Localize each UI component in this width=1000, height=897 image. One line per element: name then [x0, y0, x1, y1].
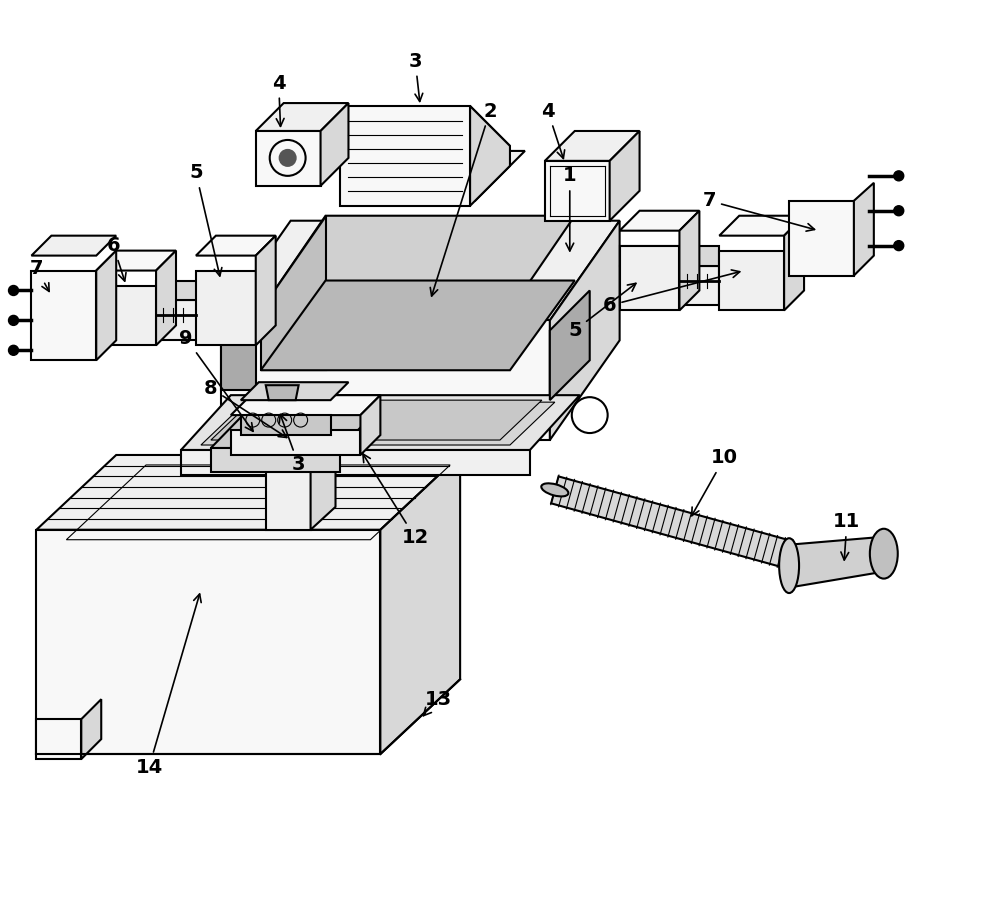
Polygon shape — [789, 536, 884, 588]
Text: 7: 7 — [703, 191, 815, 231]
Text: 6: 6 — [106, 236, 126, 281]
Polygon shape — [211, 412, 375, 448]
Text: 7: 7 — [30, 259, 49, 292]
Polygon shape — [211, 400, 542, 440]
Polygon shape — [156, 250, 176, 345]
Text: 2: 2 — [430, 101, 497, 296]
Text: 5: 5 — [189, 163, 222, 276]
Circle shape — [9, 285, 18, 295]
Polygon shape — [550, 221, 620, 440]
Polygon shape — [221, 340, 256, 390]
Polygon shape — [211, 448, 340, 472]
Polygon shape — [854, 183, 874, 275]
Polygon shape — [551, 476, 793, 568]
Circle shape — [894, 170, 904, 181]
Polygon shape — [620, 246, 719, 266]
Polygon shape — [266, 412, 336, 435]
Circle shape — [9, 345, 18, 355]
Polygon shape — [156, 281, 256, 300]
Polygon shape — [261, 281, 575, 370]
Polygon shape — [196, 236, 276, 256]
Text: 4: 4 — [272, 74, 285, 126]
Polygon shape — [96, 250, 176, 271]
Polygon shape — [36, 719, 81, 759]
Polygon shape — [340, 106, 510, 146]
Ellipse shape — [779, 538, 799, 593]
Polygon shape — [340, 106, 470, 205]
Polygon shape — [241, 382, 348, 400]
Polygon shape — [719, 250, 784, 310]
Polygon shape — [241, 415, 331, 435]
Circle shape — [894, 205, 904, 215]
Polygon shape — [261, 215, 326, 370]
Circle shape — [9, 316, 18, 326]
Polygon shape — [545, 161, 610, 221]
Text: 10: 10 — [692, 448, 738, 516]
Text: 9: 9 — [179, 329, 253, 431]
Polygon shape — [31, 236, 116, 256]
Polygon shape — [360, 396, 380, 455]
Polygon shape — [719, 215, 804, 236]
Polygon shape — [181, 396, 580, 450]
Text: 3: 3 — [409, 52, 423, 101]
Polygon shape — [36, 455, 460, 530]
Circle shape — [894, 240, 904, 250]
Polygon shape — [201, 402, 555, 445]
Text: 5: 5 — [568, 283, 636, 340]
Polygon shape — [470, 106, 510, 205]
Polygon shape — [231, 430, 360, 455]
Polygon shape — [81, 700, 101, 759]
Polygon shape — [96, 285, 156, 345]
Text: 1: 1 — [563, 166, 577, 251]
Polygon shape — [345, 151, 525, 201]
Polygon shape — [610, 131, 640, 221]
Polygon shape — [231, 396, 380, 415]
Polygon shape — [261, 215, 575, 310]
Ellipse shape — [870, 528, 898, 579]
Polygon shape — [221, 320, 550, 440]
Polygon shape — [256, 103, 348, 131]
Polygon shape — [620, 211, 699, 231]
Polygon shape — [221, 221, 620, 320]
Polygon shape — [266, 455, 311, 530]
Ellipse shape — [541, 483, 568, 496]
Polygon shape — [321, 103, 348, 186]
Polygon shape — [620, 246, 679, 310]
Polygon shape — [196, 271, 256, 345]
Circle shape — [280, 150, 296, 166]
Text: 12: 12 — [363, 454, 429, 547]
Polygon shape — [679, 211, 699, 310]
Text: 8: 8 — [204, 379, 287, 438]
Polygon shape — [181, 450, 530, 475]
Polygon shape — [545, 131, 640, 161]
Polygon shape — [620, 266, 719, 306]
Polygon shape — [256, 236, 276, 345]
Polygon shape — [380, 455, 460, 754]
Text: 4: 4 — [541, 101, 565, 159]
Polygon shape — [256, 131, 321, 186]
Polygon shape — [789, 201, 854, 275]
Polygon shape — [36, 530, 380, 754]
Polygon shape — [311, 432, 336, 530]
Polygon shape — [96, 250, 116, 361]
Text: 14: 14 — [135, 594, 201, 777]
Text: 13: 13 — [423, 690, 452, 716]
Text: 6: 6 — [603, 270, 740, 315]
Polygon shape — [31, 271, 96, 361]
Polygon shape — [550, 291, 590, 400]
Text: 3: 3 — [279, 414, 305, 475]
Polygon shape — [784, 215, 804, 310]
Polygon shape — [156, 300, 256, 340]
Text: 11: 11 — [833, 512, 861, 560]
Polygon shape — [266, 385, 299, 400]
